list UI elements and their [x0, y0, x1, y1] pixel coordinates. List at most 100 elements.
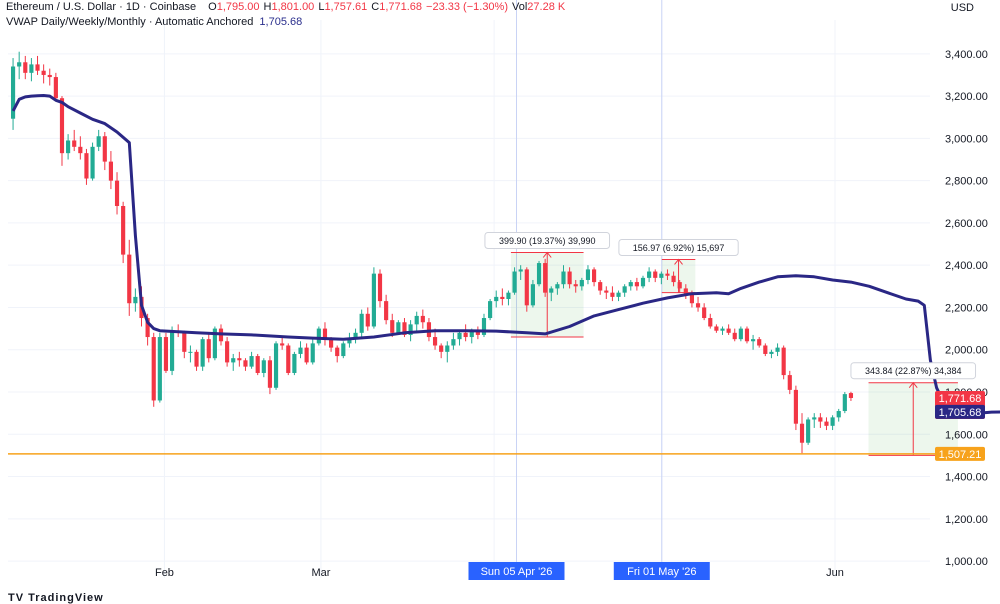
candle-body: [555, 284, 560, 289]
candle-body: [212, 328, 217, 359]
candle-body: [842, 394, 847, 412]
candlestick-series: [10, 51, 854, 454]
candle-body: [127, 254, 132, 304]
measure-label: 343.84 (22.87%) 34,384: [865, 366, 962, 376]
price-axis[interactable]: 1,000.001,200.001,400.001,600.001,800.00…: [945, 49, 988, 568]
candle-body: [488, 301, 493, 319]
candle-body: [463, 332, 468, 338]
candle-body: [322, 328, 328, 340]
candle-body: [169, 330, 175, 371]
candle-body: [726, 328, 731, 333]
candle-body: [41, 70, 46, 75]
low-key: L: [318, 1, 325, 13]
price-tick-label: 3,400.00: [945, 49, 988, 61]
measure-arrow-head: [908, 381, 918, 389]
candle-body: [659, 273, 664, 278]
candle-body: [653, 271, 658, 278]
vol-key: Vol: [512, 1, 528, 13]
chart-grid: [8, 0, 930, 578]
price-tag-label: 1,771.68: [939, 393, 982, 405]
candle-body: [549, 288, 554, 293]
high-key: H: [263, 1, 272, 13]
candle-body: [622, 286, 627, 293]
candle-body: [500, 296, 505, 299]
date-flag-label: Sun 05 Apr '26: [481, 566, 553, 578]
candle-body: [530, 284, 535, 306]
candle-body: [494, 296, 499, 302]
candle-body: [647, 271, 652, 278]
candle-body: [377, 273, 383, 302]
candle-body: [316, 328, 321, 344]
candle-body: [457, 332, 462, 340]
vwap-value: 1,705.68: [259, 16, 303, 28]
candle-body: [775, 347, 780, 352]
candle-body: [848, 393, 854, 398]
candle-body: [634, 282, 639, 287]
candle-body: [628, 282, 633, 287]
candle-body: [543, 263, 548, 293]
candle-body: [573, 284, 578, 287]
candle-body: [598, 282, 603, 291]
candle-body: [200, 339, 205, 367]
currency-label[interactable]: USD: [950, 2, 974, 14]
candle-body: [114, 180, 120, 206]
symbol-row: Ethereum / U.S. Dollar · 1D · Coinbase O…: [6, 0, 565, 15]
candle-body: [84, 153, 89, 179]
candle-body: [414, 315, 419, 325]
measure-label-box: [618, 238, 739, 256]
measure-arrow-head: [542, 251, 552, 258]
measure-label: 156.97 (6.92%) 15,697: [633, 243, 725, 253]
candle-body: [732, 332, 737, 340]
candle-body: [231, 358, 236, 363]
candle-body: [432, 337, 438, 346]
candle-body: [591, 269, 597, 283]
candle-body: [390, 320, 395, 333]
vwap-label[interactable]: VWAP Daily/Weekly/Monthly · Automatic An…: [6, 16, 254, 28]
candle-body: [481, 318, 487, 335]
measure-arrow-head: [674, 258, 683, 265]
symbol-title[interactable]: Ethereum / U.S. Dollar · 1D · Coinbase: [6, 1, 197, 13]
candle-body: [818, 417, 823, 422]
candle-body: [708, 318, 713, 327]
candle-body: [616, 292, 621, 297]
candle-body: [579, 279, 584, 287]
candle-body: [182, 332, 187, 352]
candle-body: [402, 322, 407, 335]
candle-body: [102, 136, 107, 162]
candle-body: [280, 343, 285, 346]
price-tag-label: 1,705.68: [939, 407, 982, 419]
candle-body: [420, 315, 425, 323]
candle-body: [47, 74, 52, 78]
candle-body: [365, 313, 370, 327]
date-flag-box: [613, 562, 710, 580]
candle-body: [408, 324, 413, 335]
candle-body: [812, 417, 817, 420]
measure-label-box: [484, 232, 611, 249]
price-tick-label: 2,800.00: [945, 176, 988, 188]
candle-body: [304, 347, 309, 363]
low-value: 1,757.61: [324, 1, 368, 13]
candle-body: [781, 347, 786, 376]
price-tick-label: 3,200.00: [945, 91, 988, 103]
candle-body: [225, 341, 230, 363]
time-axis[interactable]: Feb Mar Jun Sun 05 Apr '26 Fri 01 May '26: [155, 562, 844, 580]
candle-body: [445, 345, 450, 352]
price-tag-box: [935, 446, 985, 461]
candle-body: [59, 98, 65, 154]
candle-body: [310, 343, 315, 363]
date-flag-label: Fri 01 May '26: [627, 566, 696, 578]
candle-body: [371, 273, 376, 327]
candle-body: [714, 326, 719, 331]
candle-body: [475, 330, 480, 335]
candle-body: [561, 271, 566, 285]
candle-body: [677, 282, 682, 289]
candle-body: [286, 345, 291, 373]
candle-body: [90, 146, 95, 179]
candle-body: [451, 339, 456, 346]
candle-body: [830, 417, 835, 426]
candle-body: [96, 136, 101, 147]
candle-body: [536, 263, 542, 285]
candle-body: [689, 294, 695, 304]
candle-body: [329, 339, 334, 348]
